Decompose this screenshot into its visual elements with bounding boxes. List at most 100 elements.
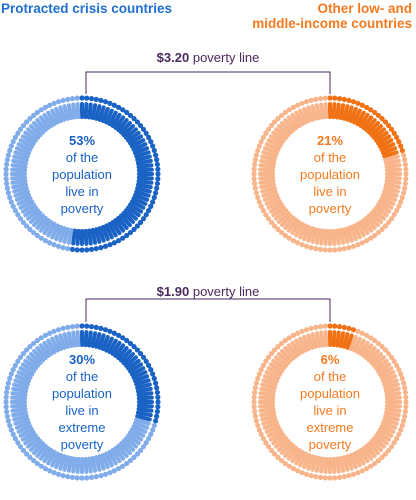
- person-body: [10, 179, 28, 185]
- right-group-title-line2: middle-income countries: [252, 16, 412, 31]
- person-icon: [8, 192, 31, 205]
- person-body: [110, 448, 122, 464]
- person-icon: [295, 451, 308, 474]
- person-body: [13, 417, 30, 426]
- person-icon: [383, 380, 407, 390]
- person-body: [10, 407, 28, 413]
- person-icon: [3, 166, 28, 173]
- person-icon-highlighted: [116, 340, 134, 361]
- person-head: [372, 109, 378, 116]
- person-head: [332, 247, 338, 253]
- person-icon-highlighted: [113, 337, 130, 358]
- person-body: [335, 102, 341, 120]
- person-head: [146, 436, 152, 442]
- person-body: [262, 420, 279, 430]
- person-head: [394, 362, 400, 368]
- person-head: [150, 199, 156, 205]
- person-icon: [4, 385, 29, 394]
- person-icon-highlighted: [134, 147, 157, 159]
- person-head: [116, 466, 122, 472]
- person-body: [384, 175, 402, 181]
- person-icon: [275, 344, 293, 363]
- person-icon: [251, 403, 276, 410]
- person-head: [399, 147, 405, 154]
- person-body: [121, 352, 136, 365]
- person-icon-highlighted: [128, 130, 149, 146]
- person-body: [128, 134, 144, 146]
- person-body: [58, 333, 67, 350]
- person-head: [15, 440, 21, 446]
- person-body: [358, 112, 370, 128]
- person-head: [88, 246, 95, 252]
- person-head: [388, 216, 395, 222]
- person-head: [65, 96, 71, 102]
- person-head: [295, 240, 301, 246]
- person-body: [121, 211, 136, 224]
- person-head: [38, 235, 44, 241]
- description-line: extreme: [306, 420, 354, 435]
- person-body: [131, 424, 148, 434]
- person-body: [369, 124, 384, 137]
- person-icon: [308, 455, 318, 479]
- person-icon: [255, 189, 278, 201]
- person-body: [13, 189, 30, 198]
- person-body: [113, 218, 126, 233]
- person-body: [12, 382, 29, 390]
- person-icon-highlighted: [338, 324, 347, 349]
- person-body: [50, 451, 60, 468]
- person-icon: [251, 399, 275, 405]
- person-icon-highlighted: [94, 227, 104, 251]
- ring-center-text-3: 30% of the population live in extreme poverty: [27, 351, 137, 453]
- person-body: [13, 150, 30, 159]
- person-icon: [12, 427, 35, 442]
- person-head: [359, 330, 365, 336]
- person-head: [10, 203, 16, 209]
- person-head: [155, 404, 161, 410]
- person-icon: [10, 139, 33, 152]
- person-body: [369, 439, 384, 452]
- person-icon-highlighted: [121, 119, 140, 137]
- person-head: [79, 323, 85, 329]
- person-body: [310, 227, 318, 244]
- person-head: [275, 344, 281, 350]
- person-icon-highlighted: [136, 175, 161, 182]
- person-body: [62, 332, 70, 349]
- person-body: [266, 199, 283, 210]
- person-body: [323, 102, 329, 120]
- person-icon: [42, 332, 57, 355]
- person-body: [11, 386, 29, 394]
- person-icon: [47, 330, 60, 353]
- person-icon: [97, 454, 109, 477]
- person-head: [55, 471, 62, 477]
- person-icon: [60, 227, 70, 251]
- person-icon: [3, 175, 28, 182]
- person-body: [314, 103, 322, 121]
- person-head: [382, 223, 388, 229]
- person-head: [403, 171, 409, 177]
- person-body: [259, 386, 277, 394]
- person-icon-highlighted: [129, 362, 152, 377]
- person-body: [83, 456, 89, 474]
- person-icon-highlighted: [135, 414, 159, 424]
- person-head: [10, 139, 16, 145]
- person-icon-highlighted: [137, 399, 161, 405]
- person-icon-highlighted: [123, 208, 144, 226]
- person-body: [134, 378, 151, 387]
- person-icon: [38, 220, 54, 241]
- person-icon: [348, 453, 361, 476]
- person-body: [274, 208, 289, 221]
- person-head: [401, 152, 407, 158]
- person-body: [361, 343, 374, 358]
- person-head: [313, 96, 319, 102]
- person-body: [126, 130, 141, 143]
- person-icon: [303, 454, 315, 477]
- person-head: [34, 460, 40, 467]
- person-body: [266, 366, 283, 377]
- person-icon-highlighted: [113, 109, 130, 130]
- person-body: [123, 208, 138, 221]
- person-body: [294, 221, 305, 238]
- person-icon-highlighted: [136, 389, 160, 397]
- person-body: [348, 225, 358, 242]
- person-icon: [55, 226, 67, 249]
- person-body: [379, 196, 396, 206]
